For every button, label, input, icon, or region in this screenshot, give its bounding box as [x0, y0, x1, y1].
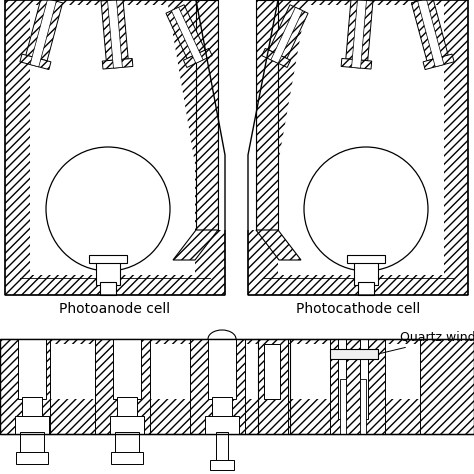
Polygon shape: [101, 0, 128, 61]
Bar: [18, 339, 46, 399]
Text: Quartz window: Quartz window: [381, 331, 474, 353]
Bar: [20, 432, 44, 454]
Bar: [338, 339, 346, 419]
Polygon shape: [278, 5, 444, 275]
Polygon shape: [262, 48, 291, 67]
Bar: [16, 452, 48, 464]
Bar: [360, 339, 368, 419]
Text: Photoanode cell: Photoanode cell: [59, 302, 171, 316]
Polygon shape: [102, 58, 133, 69]
Bar: [15, 416, 49, 434]
Polygon shape: [352, 0, 366, 68]
Bar: [0, 339, 474, 434]
Bar: [100, 282, 116, 295]
Circle shape: [304, 147, 428, 271]
Bar: [95, 339, 150, 434]
Bar: [358, 282, 374, 295]
Bar: [330, 339, 385, 434]
Polygon shape: [30, 5, 195, 275]
Bar: [264, 344, 280, 399]
Polygon shape: [346, 0, 373, 61]
Polygon shape: [5, 0, 225, 295]
Bar: [196, 0, 218, 230]
Polygon shape: [166, 5, 205, 59]
Bar: [330, 349, 378, 359]
Bar: [354, 260, 378, 285]
Bar: [22, 397, 42, 419]
Polygon shape: [20, 54, 51, 70]
Bar: [205, 416, 239, 434]
Bar: [5, 344, 469, 399]
Polygon shape: [26, 0, 63, 61]
Bar: [0, 339, 50, 434]
Polygon shape: [271, 7, 302, 63]
Polygon shape: [30, 0, 56, 67]
Polygon shape: [411, 0, 448, 61]
Bar: [115, 432, 139, 454]
Bar: [111, 452, 143, 464]
Polygon shape: [173, 230, 218, 260]
Bar: [216, 432, 228, 464]
Bar: [110, 416, 144, 434]
Bar: [190, 339, 245, 434]
Bar: [256, 0, 278, 230]
Bar: [360, 379, 366, 434]
Polygon shape: [183, 48, 212, 67]
Bar: [347, 255, 385, 263]
Polygon shape: [341, 58, 372, 69]
Polygon shape: [423, 54, 454, 70]
Polygon shape: [172, 7, 203, 63]
Bar: [96, 260, 120, 285]
Bar: [258, 339, 288, 434]
Bar: [208, 339, 236, 399]
Polygon shape: [418, 0, 444, 67]
Bar: [210, 460, 234, 470]
Bar: [340, 379, 346, 434]
Polygon shape: [248, 0, 468, 295]
Polygon shape: [108, 0, 122, 68]
Bar: [420, 339, 474, 434]
Bar: [117, 397, 137, 419]
Bar: [0, 339, 474, 434]
Bar: [113, 339, 141, 399]
Polygon shape: [269, 5, 308, 59]
Text: Photocathode cell: Photocathode cell: [296, 302, 420, 316]
Circle shape: [46, 147, 170, 271]
Polygon shape: [256, 230, 301, 260]
Bar: [218, 0, 256, 230]
Bar: [212, 397, 232, 419]
Bar: [89, 255, 127, 263]
